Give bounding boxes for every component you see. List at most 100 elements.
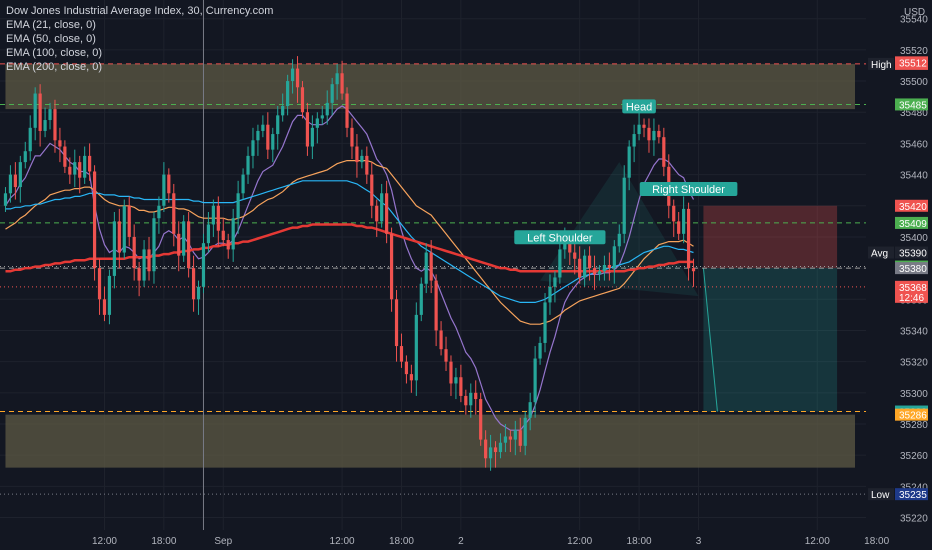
side-label-box	[868, 488, 894, 501]
candle-body	[469, 392, 473, 406]
pattern-label-box	[514, 230, 606, 245]
take-profit-zone	[703, 268, 838, 412]
candle-body	[132, 236, 136, 269]
price-tag: 35409	[899, 219, 927, 230]
y-tick-label: 35460	[900, 139, 928, 150]
candle-body	[642, 124, 646, 128]
candle-body	[281, 106, 285, 116]
candle-body	[370, 174, 374, 206]
candle-body	[112, 221, 116, 276]
side-label: Avg	[871, 249, 888, 260]
candle-body	[429, 252, 433, 281]
candle-body	[513, 430, 517, 440]
candle-body	[18, 162, 22, 188]
candle-body	[38, 93, 42, 131]
candle-body	[127, 205, 131, 237]
candle-body	[122, 205, 126, 253]
y-tick-label: 35540	[900, 15, 928, 26]
candle-body	[271, 134, 275, 150]
candle-body	[474, 392, 478, 400]
candle-body	[157, 205, 161, 219]
ema200-legend: EMA (200, close, 0)	[6, 61, 102, 73]
candle-body	[553, 277, 557, 287]
candle-body	[63, 146, 67, 167]
candle-body	[276, 115, 280, 135]
price-tag: 35420	[899, 202, 927, 213]
candle-body	[538, 342, 542, 359]
candle-body	[345, 93, 349, 128]
candle-body	[167, 174, 171, 194]
supply-demand-zone	[5, 63, 856, 110]
side-label: Low	[871, 490, 890, 501]
countdown-tag: 12:46	[899, 293, 924, 304]
candle-body	[43, 120, 47, 131]
price-tag-box	[895, 488, 928, 501]
candle-body	[404, 361, 409, 375]
candle-body	[597, 271, 602, 275]
candle-body	[394, 299, 399, 347]
price-tag: 35485	[899, 100, 927, 111]
y-tick-label: 35260	[900, 451, 928, 462]
y-tick-label: 35500	[900, 77, 928, 88]
candle-body	[355, 146, 359, 163]
candle-body	[251, 140, 255, 156]
candle-body	[78, 162, 82, 178]
candle-body	[424, 252, 428, 284]
x-tick-label: 12:00	[567, 536, 592, 547]
price-tag-box	[895, 246, 928, 259]
candle-body	[8, 174, 13, 194]
candle-body	[182, 221, 186, 256]
candle-body	[73, 162, 77, 175]
price-tag: 35235	[899, 490, 927, 501]
side-label-box	[868, 57, 894, 70]
x-tick-label: 3	[696, 536, 702, 547]
candle-body	[241, 174, 245, 194]
candle-body	[102, 299, 107, 315]
price-tag: 35390	[899, 249, 927, 260]
price-axis-bg	[866, 0, 932, 550]
candle-body	[691, 268, 696, 272]
candle-body	[147, 249, 151, 272]
y-tick-label: 35440	[900, 171, 928, 182]
candle-body	[419, 283, 423, 315]
ema50-legend: EMA (50, close, 0)	[6, 33, 96, 45]
candle-body	[464, 395, 468, 406]
candle-body	[662, 137, 666, 167]
candle-body	[573, 252, 577, 259]
x-tick-label: Sep	[214, 536, 232, 547]
price-tag-box	[895, 199, 928, 212]
ema100-line	[5, 180, 694, 303]
pattern-label: Left Shoulder	[527, 232, 593, 244]
candle-body	[637, 124, 641, 135]
pattern-label: Head	[626, 101, 652, 113]
y-tick-label: 35340	[900, 326, 928, 337]
candle-body	[578, 258, 582, 278]
candle-body	[454, 377, 458, 384]
stop-loss-zone	[703, 205, 838, 269]
candle-body	[484, 439, 488, 459]
candle-body	[682, 208, 686, 234]
candle-body	[28, 127, 32, 152]
candle-body	[375, 205, 379, 222]
supply-demand-zone	[5, 414, 856, 468]
chart-legend: Dow Jones Industrial Average Index, 30, …	[6, 4, 273, 74]
candle-body	[548, 286, 552, 303]
candle-body	[627, 146, 631, 178]
candle-body	[325, 102, 329, 116]
candle-body	[3, 193, 8, 206]
side-label: High	[871, 60, 892, 71]
projection-line	[702, 268, 718, 412]
price-tag: 35286	[899, 411, 927, 422]
y-tick-label: 35300	[900, 389, 928, 400]
price-tag-box	[895, 262, 928, 275]
candle-body	[211, 205, 215, 225]
candle-body	[583, 255, 587, 278]
candle-body	[187, 221, 191, 269]
candle-body	[508, 436, 512, 440]
candle-body	[409, 374, 413, 381]
chart-title: Dow Jones Industrial Average Index, 30, …	[6, 5, 274, 17]
side-label-box	[868, 246, 894, 259]
candle-body	[226, 240, 230, 250]
price-tag: 35512	[899, 58, 927, 69]
